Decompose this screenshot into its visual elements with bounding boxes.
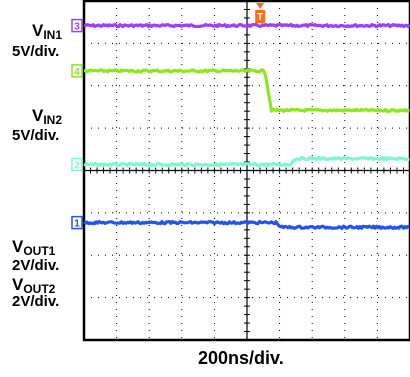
x-axis-label: 200ns/div.	[198, 348, 284, 368]
channel-marker-number: 2	[74, 161, 80, 172]
traces	[82, 22, 410, 230]
channel-marker-number: 3	[74, 22, 80, 33]
channel-marker-box	[71, 64, 83, 78]
vin1-label: VIN1	[32, 21, 63, 42]
vout2-label: VOUT2	[12, 275, 56, 296]
trigger-label: T	[257, 12, 263, 23]
vin2-label: VIN2	[32, 106, 63, 127]
trace-vin2	[83, 68, 410, 114]
trace-vout2	[83, 155, 410, 168]
trigger-box	[255, 10, 266, 23]
vout1-label: VOUT1	[12, 237, 56, 258]
channel-marker-2: 2	[71, 157, 83, 172]
channel-marker-1: 1	[71, 215, 83, 230]
channel-marker-number: 4	[74, 67, 80, 78]
channel-marker-box	[71, 18, 83, 33]
vin2-scale: 5V/div.	[12, 127, 60, 144]
trigger-marker: T	[255, 3, 266, 23]
trigger-arrow	[256, 3, 265, 9]
vout1-scale: 2V/div.	[12, 257, 60, 274]
trace-vin1	[83, 22, 410, 29]
channel-marker-number: 1	[74, 219, 80, 230]
channel-marker-box	[71, 157, 83, 172]
channel-marker-4: 4	[71, 64, 83, 78]
channel-marker-3: 3	[71, 18, 83, 33]
grid	[83, 0, 410, 341]
vin1-scale: 5V/div.	[12, 43, 60, 60]
trace-vout1	[82, 219, 410, 230]
vout2-scale: 2V/div.	[12, 293, 60, 310]
channel-markers: 3 4 2 1 T	[71, 3, 266, 230]
channel-marker-box	[71, 215, 83, 230]
